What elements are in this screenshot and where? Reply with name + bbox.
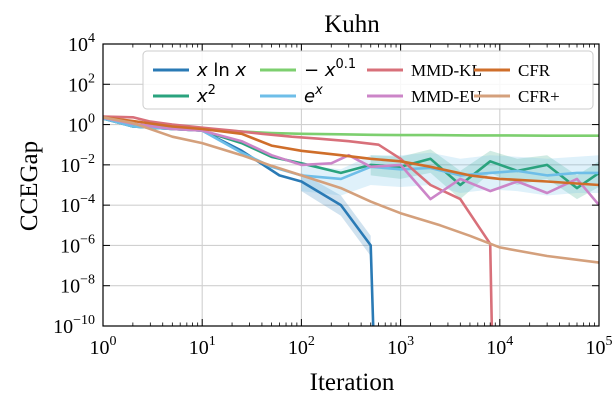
y-tick-label: 104	[68, 31, 95, 56]
series-line-mmd-kl	[102, 115, 494, 327]
chart-title: Kuhn	[324, 11, 380, 38]
legend-label: − x0.1	[304, 57, 356, 81]
legend-item-e-x: ex	[260, 83, 323, 107]
axis-ticks	[102, 43, 600, 327]
legend-label: x ln x	[196, 60, 247, 81]
x-tick-label: 100	[90, 334, 117, 359]
x-tick-label: 102	[288, 334, 315, 359]
legend: x ln xx2 − x0.1ex MMD-KL MMD-EU CFR CFR+	[142, 50, 594, 110]
legend-label: x2	[196, 83, 216, 107]
y-tick-label: 10−10	[53, 313, 95, 338]
series-lines	[102, 115, 600, 327]
legend-item-cfr: CFR+	[474, 87, 560, 106]
y-tick-label: 10−4	[60, 192, 95, 217]
legend-label: ex	[304, 83, 323, 107]
legend-label: MMD-KL	[411, 61, 482, 80]
y-tick-label: 10−6	[60, 232, 95, 257]
y-tick-label: 102	[68, 71, 95, 96]
legend-item-x-2: x2	[153, 83, 216, 107]
y-axis-label: CCEGap	[16, 141, 43, 231]
x-tick-label: 105	[586, 334, 613, 359]
x-tick-label: 104	[486, 334, 513, 359]
y-tick-label: 10−2	[60, 152, 95, 177]
y-tick-label: 10−8	[60, 273, 95, 298]
legend-label: CFR	[518, 61, 551, 80]
y-tick-label: 100	[68, 112, 95, 137]
series-line-cfr	[102, 116, 600, 187]
legend-label: CFR+	[518, 87, 560, 106]
series-line-mmd-eu	[102, 116, 600, 206]
legend-item-x-0-1: − x0.1	[260, 57, 356, 81]
series-line-cfr	[102, 116, 600, 264]
legend-item-mmd-eu: MMD-EU	[367, 87, 482, 106]
legend-item-mmd-kl: MMD-KL	[367, 61, 482, 80]
x-tick-label: 101	[189, 334, 216, 359]
legend-item-x-ln-x: x ln x	[153, 60, 247, 81]
axis-tick-labels: 100 101 102 103 104 105 10−10 10−8 10−6 10−4 10−2 1…	[53, 31, 612, 359]
legend-item-cfr: CFR	[474, 61, 551, 80]
plot-frame	[102, 43, 600, 327]
x-tick-label: 103	[387, 334, 414, 359]
legend-label: MMD-EU	[411, 87, 482, 106]
band-x-ln-x	[301, 172, 371, 256]
x-axis-label: Iteration	[310, 369, 395, 396]
